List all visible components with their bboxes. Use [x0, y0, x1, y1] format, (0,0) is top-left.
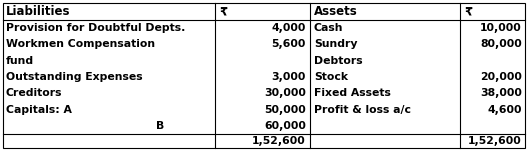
- Text: B: B: [156, 121, 164, 131]
- Text: 20,000: 20,000: [480, 72, 522, 82]
- Text: 30,000: 30,000: [264, 88, 306, 98]
- Text: Provision for Doubtful Depts.: Provision for Doubtful Depts.: [6, 23, 185, 33]
- Text: Profit & loss a/c: Profit & loss a/c: [314, 105, 411, 115]
- Text: 10,000: 10,000: [480, 23, 522, 33]
- Text: Sundry: Sundry: [314, 39, 357, 49]
- Text: 1,52,600: 1,52,600: [468, 136, 522, 146]
- Text: 38,000: 38,000: [480, 88, 522, 98]
- Text: ₹: ₹: [219, 5, 227, 18]
- Text: Fixed Assets: Fixed Assets: [314, 88, 391, 98]
- Text: 80,000: 80,000: [480, 39, 522, 49]
- Text: 3,000: 3,000: [271, 72, 306, 82]
- Text: Stock: Stock: [314, 72, 348, 82]
- Text: Workmen Compensation: Workmen Compensation: [6, 39, 155, 49]
- Text: ₹: ₹: [464, 5, 472, 18]
- Text: Creditors: Creditors: [6, 88, 62, 98]
- Text: 1,52,600: 1,52,600: [252, 136, 306, 146]
- Text: Cash: Cash: [314, 23, 344, 33]
- Text: 50,000: 50,000: [264, 105, 306, 115]
- Text: Debtors: Debtors: [314, 56, 363, 66]
- Text: 5,600: 5,600: [271, 39, 306, 49]
- Text: Outstanding Expenses: Outstanding Expenses: [6, 72, 143, 82]
- Text: Capitals: A: Capitals: A: [6, 105, 72, 115]
- Text: 60,000: 60,000: [264, 121, 306, 131]
- Text: fund: fund: [6, 56, 34, 66]
- Text: Liabilities: Liabilities: [6, 5, 71, 18]
- Text: 4,000: 4,000: [271, 23, 306, 33]
- Text: Assets: Assets: [314, 5, 358, 18]
- Text: 4,600: 4,600: [487, 105, 522, 115]
